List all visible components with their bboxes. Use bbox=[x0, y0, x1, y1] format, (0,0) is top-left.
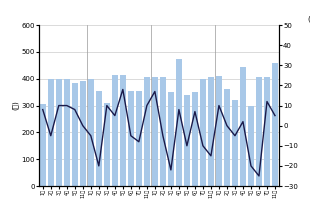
Bar bbox=[248, 106, 254, 186]
Bar bbox=[112, 75, 118, 186]
Bar bbox=[128, 91, 134, 186]
Bar bbox=[80, 82, 86, 186]
Bar bbox=[264, 77, 270, 186]
Y-axis label: (%): (%) bbox=[308, 15, 310, 22]
Bar bbox=[95, 91, 102, 186]
Bar bbox=[272, 63, 278, 186]
Bar bbox=[136, 91, 142, 186]
Y-axis label: (件): (件) bbox=[12, 101, 18, 110]
Bar bbox=[168, 92, 174, 186]
Bar bbox=[47, 79, 54, 186]
Bar bbox=[256, 77, 262, 186]
Bar bbox=[64, 79, 70, 186]
Bar bbox=[72, 83, 78, 186]
Bar bbox=[152, 77, 158, 186]
Bar bbox=[216, 76, 222, 186]
Bar bbox=[240, 67, 246, 186]
Bar bbox=[55, 79, 62, 186]
Bar bbox=[200, 79, 206, 186]
Bar bbox=[224, 89, 230, 186]
Bar bbox=[88, 79, 94, 186]
Bar bbox=[184, 95, 190, 186]
Bar bbox=[192, 92, 198, 186]
Bar bbox=[160, 77, 166, 186]
Bar bbox=[40, 104, 46, 186]
Bar bbox=[120, 75, 126, 186]
Bar bbox=[176, 59, 182, 186]
Bar bbox=[144, 77, 150, 186]
Bar bbox=[104, 103, 110, 186]
Bar bbox=[208, 77, 214, 186]
Bar bbox=[232, 100, 238, 186]
